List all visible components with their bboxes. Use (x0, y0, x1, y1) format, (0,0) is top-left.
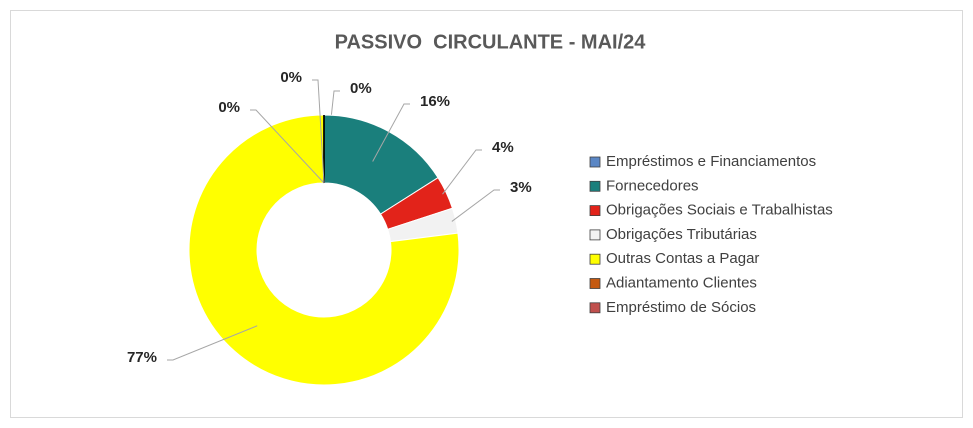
leader-line (250, 109, 325, 184)
legend-label: Outras Contas a Pagar (606, 250, 759, 267)
data-label: 4% (492, 139, 514, 156)
leader-line (442, 149, 482, 195)
legend-marker (589, 253, 601, 265)
legend-marker (589, 156, 601, 168)
data-label: 3% (510, 179, 532, 196)
leader-line (372, 103, 410, 162)
doughnut-slice (323, 114, 439, 215)
data-label: 0% (218, 99, 240, 116)
legend-marker (589, 302, 601, 314)
data-label: 0% (350, 80, 372, 97)
legend-marker (589, 229, 601, 241)
leader-line (451, 189, 500, 222)
legend-label: Empréstimos e Financiamentos (606, 153, 816, 170)
legend-label: Obrigações Sociais e Trabalhistas (606, 202, 833, 219)
legend-marker (589, 278, 601, 289)
chart-title: PASSIVO CIRCULANTE - MAI/24 (335, 31, 647, 53)
leader-line (312, 79, 325, 184)
legend-label: Empréstimo de Sócios (606, 299, 756, 316)
doughnut-slice (188, 114, 460, 386)
legend-marker (589, 180, 601, 192)
data-label: 16% (420, 93, 450, 110)
data-label: 77% (127, 349, 157, 366)
legend-marker (589, 205, 601, 217)
legend-label: Adiantamento Clientes (606, 274, 757, 291)
legend-label: Fornecedores (606, 177, 699, 194)
legend-label: Obrigações Tributárias (606, 226, 757, 243)
leader-line (167, 325, 258, 361)
data-label: 0% (280, 69, 302, 86)
chart-frame (10, 10, 963, 418)
